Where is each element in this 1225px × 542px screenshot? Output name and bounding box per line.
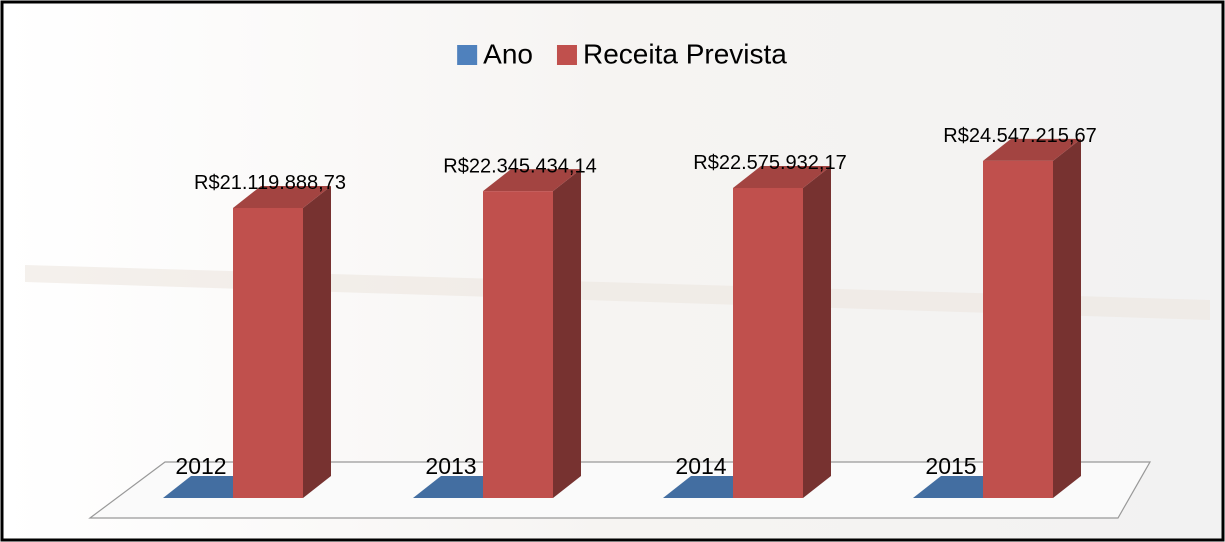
bar <box>483 169 581 498</box>
data-label: R$24.547.215,67 <box>943 125 1096 147</box>
bar-top <box>983 138 1081 161</box>
bar-top <box>483 169 581 192</box>
data-label: R$22.575.932,17 <box>693 152 846 174</box>
data-label: 2012 <box>175 453 226 479</box>
data-label: 2013 <box>425 453 476 479</box>
legend-label: Receita Prevista <box>583 38 787 69</box>
legend-swatch <box>457 45 478 65</box>
bar <box>983 138 1081 499</box>
bar <box>733 165 831 498</box>
legend: Ano Receita Prevista <box>457 38 787 69</box>
bar-side <box>1053 138 1081 499</box>
bar-side <box>803 165 831 498</box>
chart-floor <box>88 461 1152 519</box>
bar-front <box>233 207 303 498</box>
bar-top <box>733 165 831 188</box>
bar-side <box>303 185 331 498</box>
data-label: 2014 <box>675 453 726 479</box>
bar-top <box>233 185 331 208</box>
bar-front <box>483 191 553 498</box>
data-label: 2015 <box>925 453 976 479</box>
bar <box>233 185 331 498</box>
bar-front <box>983 160 1053 499</box>
data-label: R$21.119.888,73 <box>194 172 346 194</box>
legend-label: Ano <box>483 38 533 69</box>
bar-front <box>733 187 803 498</box>
bar-side <box>553 169 581 498</box>
legend-swatch <box>556 45 577 65</box>
data-label: R$22.345.434,14 <box>443 155 596 177</box>
